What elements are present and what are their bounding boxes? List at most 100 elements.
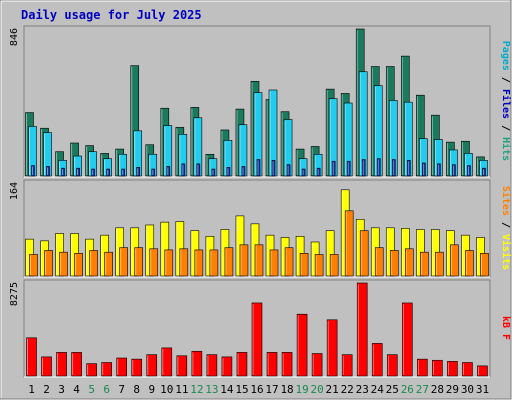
bar-kbf	[251, 302, 263, 377]
bar-sites	[89, 250, 98, 277]
bar-kbf	[176, 355, 188, 377]
bar-pages	[331, 160, 336, 177]
bar-kbf	[206, 354, 218, 377]
bar-sites	[254, 244, 264, 277]
x-tick-label: 14	[220, 383, 234, 396]
bar-sites	[299, 253, 309, 277]
bar-sites	[239, 244, 249, 277]
bar-kbf	[266, 352, 278, 377]
x-tick-label: 19	[295, 383, 308, 396]
bar-pages	[136, 167, 141, 177]
bar-kbf	[356, 282, 368, 377]
bar-sites	[405, 248, 414, 277]
bar-kbf	[236, 352, 248, 377]
bar-sites	[164, 249, 174, 277]
bar-sites	[29, 254, 38, 277]
x-tick-label: 16	[250, 383, 263, 396]
x-tick-label: 2	[43, 383, 50, 396]
x-tick-label: 26	[401, 383, 414, 396]
bar-sites	[134, 247, 144, 277]
bar-kbf	[56, 352, 67, 377]
bar-sites	[314, 254, 324, 277]
x-tick-label: 4	[73, 383, 80, 396]
x-tick-label: 25	[386, 383, 399, 396]
bar-kbf	[86, 363, 97, 377]
bar-pages	[61, 167, 65, 177]
bar-pages	[106, 168, 110, 177]
bar-kbf	[432, 359, 443, 377]
bar-pages	[196, 163, 201, 177]
x-tick-label: 30	[461, 383, 474, 396]
x-tick-label: 18	[280, 383, 293, 396]
bar-pages	[482, 167, 486, 177]
bar-kbf	[281, 352, 293, 377]
legend-item-hits: Hits	[500, 137, 512, 161]
bar-sites	[44, 250, 53, 277]
bar-kbf	[131, 358, 143, 377]
bar-sites	[435, 251, 444, 277]
panel-top: 846 Pages / Files / Hits	[9, 25, 512, 178]
ymax-label-top: 846	[9, 28, 20, 46]
bar-sites	[59, 251, 68, 277]
legend-item-files: Files	[500, 89, 512, 119]
x-tick-label: 29	[446, 383, 459, 396]
x-tick-label: 9	[148, 383, 155, 396]
bar-pages	[286, 164, 291, 177]
x-tick-label: 23	[356, 383, 369, 396]
bar-sites	[194, 249, 204, 277]
bar-pages	[437, 163, 441, 177]
ymax-label-bottom: 8275	[9, 282, 20, 306]
bar-sites	[344, 210, 354, 277]
bar-sites	[209, 249, 219, 277]
bar-sites	[149, 248, 159, 277]
bar-kbf	[477, 365, 488, 377]
bar-sites	[374, 247, 384, 277]
bar-pages	[271, 160, 276, 177]
bar-sites	[224, 247, 234, 277]
x-tick-label: 7	[118, 383, 125, 396]
bar-pages	[31, 165, 35, 177]
bar-pages	[166, 166, 171, 177]
legend-item-pages: Pages	[500, 41, 511, 71]
bar-kbf	[221, 356, 233, 377]
x-tick-label: 5	[88, 383, 95, 396]
x-tick-label: 3	[58, 383, 65, 396]
bar-sites	[284, 247, 294, 277]
x-tick-label: 21	[326, 383, 339, 396]
x-tick-label: 10	[160, 383, 173, 396]
bar-kbf	[116, 357, 127, 377]
bar-sites	[329, 254, 339, 277]
bar-kbf	[101, 362, 112, 377]
bar-kbf	[161, 347, 173, 377]
bar-kbf	[447, 361, 458, 377]
x-tick-label: 17	[265, 383, 278, 396]
bar-pages	[121, 168, 125, 177]
bar-sites	[465, 250, 474, 277]
bar-kbf	[311, 353, 323, 377]
bar-sites	[389, 250, 399, 277]
x-tick-label: 6	[103, 383, 110, 396]
legend-top: Pages / Files / Hits	[500, 41, 512, 161]
bar-kbf	[71, 352, 82, 377]
x-tick-label: 11	[175, 383, 188, 396]
x-tick-label: 1	[28, 383, 35, 396]
bar-pages	[407, 160, 411, 177]
bar-sites	[450, 244, 459, 277]
legend-middle: Sites / Visits	[500, 186, 512, 270]
bar-sites	[119, 247, 128, 277]
bar-kbf	[296, 313, 308, 377]
legend-item-kb-f: kB F	[500, 316, 511, 340]
x-tick-label: 31	[476, 383, 489, 396]
bar-sites	[359, 230, 369, 277]
x-tick-label: 13	[205, 383, 218, 396]
bar-kbf	[462, 362, 473, 377]
bar-pages	[91, 168, 95, 177]
bar-sites	[104, 251, 113, 277]
bar-kbf	[326, 319, 338, 377]
legend-item-sites: Sites	[500, 186, 512, 216]
bar-sites	[480, 253, 489, 277]
x-tick-label: 22	[341, 383, 354, 396]
bar-pages	[181, 163, 186, 177]
bar-kbf	[26, 337, 37, 377]
